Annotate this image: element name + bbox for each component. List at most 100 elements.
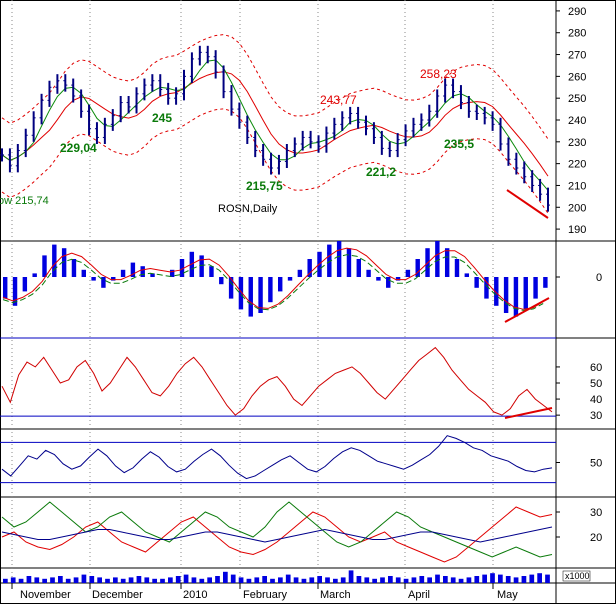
volume-bar — [317, 576, 322, 583]
macd-histogram-bar — [415, 259, 420, 277]
volume-bar — [81, 574, 87, 583]
macd-histogram-bar — [435, 241, 440, 277]
volume-bar — [50, 577, 55, 583]
volume-bar — [513, 577, 519, 583]
price-tick-label: 230 — [568, 137, 586, 149]
volume-bar — [395, 577, 401, 583]
volume-bar — [128, 577, 134, 583]
volume-bar — [113, 577, 118, 583]
volume-bar — [175, 576, 181, 583]
macd-histogram-bar — [71, 259, 77, 277]
moving-average-red — [1, 71, 549, 177]
volume-bar — [529, 574, 535, 583]
volume-bar — [498, 574, 503, 583]
volume-bar — [262, 576, 267, 583]
x-axis-label: March — [320, 589, 351, 601]
volume-bar — [505, 576, 511, 583]
macd-histogram-bar — [101, 277, 106, 288]
price-tick-label: 200 — [568, 202, 586, 214]
volume-bar — [223, 571, 228, 583]
osc-tick-label: 50 — [590, 458, 602, 470]
macd-histogram-bar — [484, 277, 489, 299]
volume-bar — [411, 577, 417, 583]
macd-histogram-bar — [32, 273, 37, 277]
macd-histogram-bar — [386, 277, 391, 288]
price-annotation: 215,75 — [246, 179, 283, 193]
volume-bar — [18, 578, 24, 583]
price-annotation: 245 — [152, 111, 172, 125]
volume-bar — [466, 577, 472, 583]
volume-bar — [246, 578, 252, 583]
macd-histogram-bar — [503, 277, 509, 313]
volume-bar — [183, 574, 189, 583]
macd-histogram-bar — [209, 266, 214, 277]
volume-bar — [325, 577, 330, 583]
volume-bar — [340, 577, 346, 583]
volume-bar — [545, 574, 550, 583]
volume-bar — [3, 578, 8, 583]
price-tick-label: 290 — [568, 6, 586, 18]
price-tick-label: 280 — [568, 28, 586, 40]
volume-bar — [301, 578, 307, 583]
volume-bar — [168, 577, 173, 583]
macd-histogram-bar — [22, 277, 28, 292]
macd-histogram-bar — [395, 277, 401, 281]
dmi-tick-label: 30 — [590, 507, 602, 519]
price-annotation: 221,2 — [366, 165, 396, 179]
macd-line — [2, 254, 544, 311]
macd-histogram-bar — [297, 269, 303, 277]
macd-histogram-bar — [61, 248, 67, 277]
volume-bar — [144, 577, 150, 583]
macd-histogram-bar — [533, 277, 538, 299]
volume-bar — [152, 578, 157, 583]
volume-bar — [388, 576, 393, 583]
volume-bar — [42, 578, 47, 583]
macd-histogram-bar — [307, 259, 312, 277]
macd-histogram-bar — [179, 259, 185, 277]
volume-bar — [482, 574, 487, 583]
rsi-line — [1, 346, 553, 416]
macd-histogram-bar — [356, 259, 361, 277]
volume-bar — [73, 577, 79, 583]
macd-histogram-bar — [42, 255, 47, 277]
volume-multiplier-box — [562, 570, 591, 582]
price-tick-label: 220 — [568, 159, 586, 171]
symbol-label: ROSN,Daily — [218, 203, 278, 215]
macd-histogram-bar — [199, 255, 204, 277]
macd-histogram-bar — [474, 277, 479, 288]
volume-bar — [333, 578, 338, 583]
divergence-line-price — [506, 189, 549, 219]
macd-histogram-bar — [494, 277, 499, 306]
lower-envelope — [1, 108, 549, 214]
volume-bar — [278, 577, 283, 583]
x-axis-label: April — [408, 589, 430, 601]
macd-histogram-bar — [464, 273, 470, 277]
macd-histogram-bar — [3, 277, 8, 299]
volume-bar — [89, 576, 95, 583]
macd-signal-line — [2, 247, 544, 310]
volume-bar — [207, 577, 212, 583]
macd-histogram-bar — [219, 277, 224, 285]
volume-bar — [191, 577, 197, 583]
dmi-line-green — [1, 501, 553, 558]
price-tick-label: 210 — [568, 180, 586, 192]
macd-histogram-bar — [278, 277, 283, 292]
macd-histogram-bar — [346, 248, 352, 277]
price-tick-label: 240 — [568, 115, 586, 127]
price-annotation: ow 215,74 — [0, 195, 49, 207]
volume-bar — [450, 577, 456, 583]
volume-bar — [348, 570, 354, 583]
moving-average-green — [1, 59, 549, 191]
volume-bar — [309, 577, 315, 583]
x-axis-label: February — [243, 589, 288, 601]
macd-histogram-bar — [248, 277, 253, 317]
volume-bar — [215, 576, 220, 583]
rsi-tick-label: 60 — [590, 362, 602, 374]
volume-bar — [230, 574, 236, 583]
volume-bar — [293, 577, 299, 583]
volume-bar — [458, 578, 464, 583]
volume-bar — [136, 576, 142, 583]
